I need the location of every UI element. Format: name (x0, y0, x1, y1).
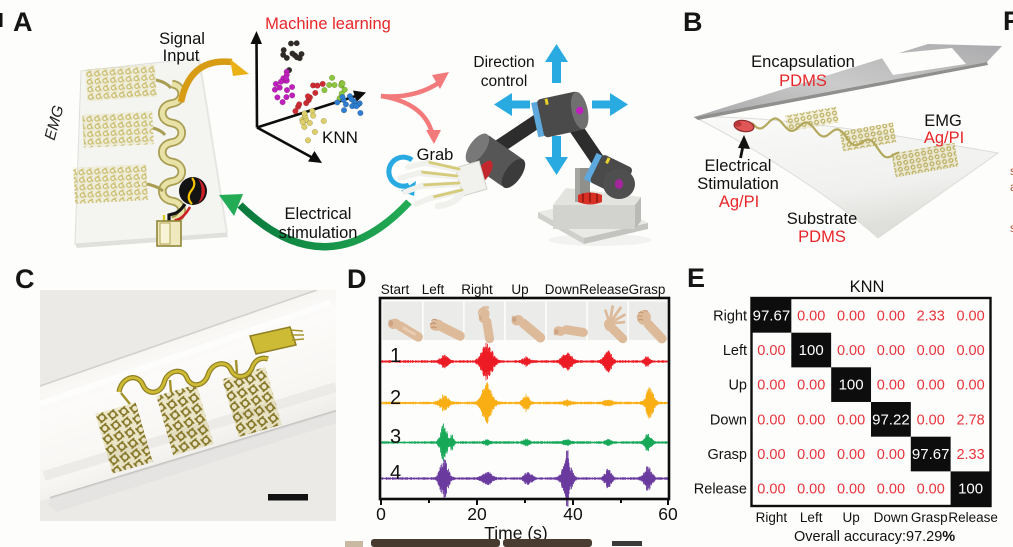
svg-text:0.00: 0.00 (956, 343, 984, 359)
svg-text:0.00: 0.00 (757, 447, 785, 463)
svg-text:KNN: KNN (850, 278, 885, 296)
svg-text:0.00: 0.00 (757, 378, 785, 394)
svg-text:a: a (1010, 180, 1013, 194)
svg-text:Release: Release (948, 510, 998, 525)
svg-text:40: 40 (563, 504, 583, 524)
svg-text:Right: Right (461, 282, 493, 297)
svg-text:Grasp: Grasp (911, 510, 948, 525)
svg-text:4: 4 (390, 462, 401, 484)
svg-text:20: 20 (467, 504, 487, 524)
svg-text:Right: Right (756, 510, 788, 525)
svg-text:0.00: 0.00 (797, 308, 825, 324)
svg-text:97.67: 97.67 (753, 307, 791, 324)
svg-text:Down: Down (710, 412, 747, 428)
svg-text:0.00: 0.00 (757, 412, 785, 428)
svg-text:D: D (347, 264, 367, 294)
svg-text:0.00: 0.00 (917, 378, 945, 394)
svg-text:0.00: 0.00 (877, 343, 905, 359)
svg-text:0.00: 0.00 (917, 412, 945, 428)
svg-text:0.00: 0.00 (797, 378, 825, 394)
svg-text:Left: Left (723, 343, 747, 359)
svg-text:stimulation: stimulation (279, 224, 358, 242)
svg-text:0.00: 0.00 (837, 412, 865, 428)
svg-text:Signal: Signal (159, 30, 205, 48)
svg-text:0.00: 0.00 (877, 447, 905, 463)
svg-text:EMG: EMG (42, 104, 68, 143)
svg-text:0.00: 0.00 (757, 482, 785, 498)
svg-text:0.00: 0.00 (877, 482, 905, 498)
svg-text:97.67: 97.67 (912, 446, 950, 463)
svg-text:0.00: 0.00 (797, 447, 825, 463)
svg-text:100: 100 (839, 377, 864, 394)
svg-text:3: 3 (390, 426, 401, 448)
svg-text:Electrical: Electrical (285, 205, 352, 223)
svg-text:Up: Up (511, 282, 528, 297)
svg-text:Left: Left (422, 282, 445, 297)
svg-text:2: 2 (390, 387, 401, 409)
svg-text:Release: Release (579, 282, 629, 297)
svg-text:2.33: 2.33 (956, 447, 984, 463)
svg-text:Up: Up (842, 510, 859, 525)
svg-text:2.33: 2.33 (917, 308, 945, 324)
svg-text:Input: Input (163, 47, 200, 65)
svg-text:60: 60 (658, 504, 678, 524)
svg-text:Stimulation: Stimulation (697, 175, 779, 193)
svg-text:Right: Right (713, 308, 747, 324)
svg-text:control: control (481, 73, 528, 90)
svg-text:0.00: 0.00 (797, 412, 825, 428)
svg-text:0: 0 (376, 504, 386, 524)
svg-text:0.00: 0.00 (837, 343, 865, 359)
svg-text:F: F (1003, 6, 1013, 36)
svg-text:Down: Down (874, 510, 909, 525)
svg-text:100: 100 (799, 342, 824, 359)
svg-text:Release: Release (694, 482, 747, 498)
svg-text:s: s (1010, 221, 1013, 235)
svg-text:0.00: 0.00 (956, 308, 984, 324)
svg-text:Down: Down (545, 282, 580, 297)
svg-text:KNN: KNN (322, 128, 358, 147)
svg-text:0.00: 0.00 (877, 378, 905, 394)
svg-text:Start: Start (381, 282, 410, 297)
svg-text:Grasp: Grasp (629, 282, 666, 297)
svg-text:A: A (13, 7, 33, 37)
svg-text:Encapsulation: Encapsulation (751, 53, 855, 71)
svg-text:Machine learning: Machine learning (265, 15, 391, 33)
svg-text:Ag/PI: Ag/PI (719, 193, 759, 211)
svg-text:C: C (15, 264, 35, 294)
svg-text:Overall accuracy:97.29%: Overall accuracy:97.29% (794, 529, 955, 545)
svg-text:0.00: 0.00 (797, 482, 825, 498)
svg-text:Left: Left (800, 510, 823, 525)
svg-text:0.00: 0.00 (837, 447, 865, 463)
svg-text:Time (s): Time (s) (484, 523, 548, 543)
svg-text:EMG: EMG (924, 112, 962, 130)
svg-text:Up: Up (728, 378, 747, 394)
svg-text:PDMS: PDMS (798, 228, 846, 246)
svg-text:Grab: Grab (417, 146, 454, 164)
svg-text:Electrical: Electrical (705, 157, 772, 175)
svg-text:Ag/PI: Ag/PI (924, 129, 964, 147)
svg-text:2.78: 2.78 (956, 412, 984, 428)
svg-text:0.00: 0.00 (917, 343, 945, 359)
svg-text:s: s (1010, 164, 1013, 178)
svg-text:0.00: 0.00 (837, 308, 865, 324)
svg-text:0.00: 0.00 (757, 343, 785, 359)
svg-text:Substrate: Substrate (787, 210, 858, 228)
svg-text:PDMS: PDMS (779, 72, 827, 90)
svg-text:0.00: 0.00 (877, 308, 905, 324)
svg-text:E: E (687, 263, 705, 293)
svg-text:B: B (683, 7, 703, 37)
svg-text:Grasp: Grasp (708, 447, 748, 463)
svg-text:0.00: 0.00 (837, 482, 865, 498)
svg-text:Direction: Direction (473, 54, 534, 71)
svg-text:0.00: 0.00 (956, 378, 984, 394)
svg-text:1: 1 (390, 345, 401, 367)
svg-text:0.00: 0.00 (917, 482, 945, 498)
svg-text:100: 100 (958, 481, 983, 498)
svg-text:97.22: 97.22 (872, 411, 910, 428)
